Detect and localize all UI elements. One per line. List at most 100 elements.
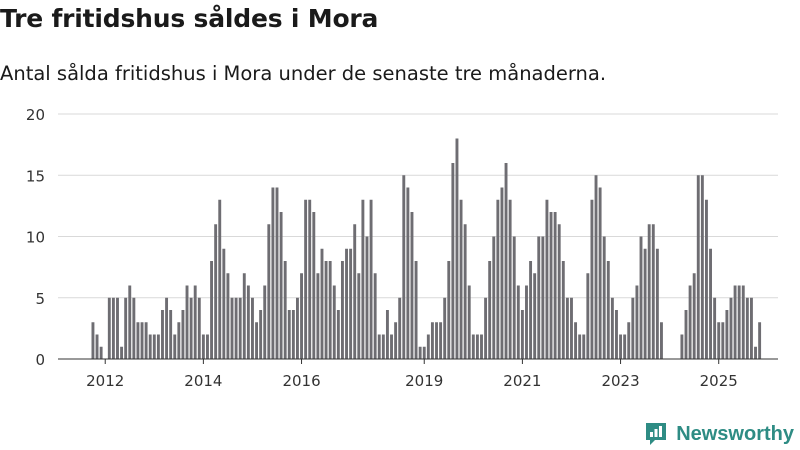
bar [651, 224, 655, 359]
bar [733, 285, 737, 359]
bar [541, 236, 545, 359]
bar [418, 346, 422, 359]
y-tick-label: 5 [35, 290, 45, 308]
x-tick-label: 2023 [601, 372, 639, 390]
bar [279, 212, 283, 359]
x-axis-ticks: 2012 2014 2016 2019 2021 2023 2025 [86, 359, 738, 390]
x-tick-label: 2012 [86, 372, 124, 390]
bar [234, 297, 238, 359]
bar [516, 285, 520, 359]
bar [443, 297, 447, 359]
bar [283, 261, 287, 359]
bar [107, 297, 111, 359]
bar [406, 187, 410, 359]
bar [124, 297, 128, 359]
bar [316, 273, 320, 359]
bar [557, 224, 561, 359]
bar [602, 236, 606, 359]
bar [480, 334, 483, 359]
x-tick-label: 2019 [405, 372, 443, 390]
chart-annotations: 3 [759, 96, 769, 100]
bar [439, 322, 443, 359]
bar [688, 285, 692, 359]
chart-gridlines [58, 113, 778, 299]
bar [345, 248, 348, 359]
brand-name: Newsworthy [676, 422, 794, 445]
bar [332, 285, 336, 359]
bar [152, 334, 156, 359]
bar [287, 310, 291, 359]
bar [95, 334, 99, 359]
bar [435, 322, 438, 359]
bar [582, 334, 586, 359]
bar [635, 285, 639, 359]
bar [385, 310, 389, 359]
bar [390, 334, 393, 359]
bar [381, 334, 385, 359]
bar [340, 261, 344, 359]
bar [545, 199, 549, 359]
x-tick-label: 2016 [282, 372, 320, 390]
bar [320, 248, 324, 359]
bar [349, 248, 353, 359]
bar [754, 346, 757, 359]
bar [467, 285, 471, 359]
bar [553, 212, 557, 359]
bar [680, 334, 684, 359]
bar [574, 322, 578, 359]
bar [165, 297, 169, 359]
bar [222, 248, 226, 359]
bar [161, 310, 164, 359]
bar [398, 297, 402, 359]
bar [492, 236, 496, 359]
bar [475, 334, 479, 359]
bar [660, 322, 663, 359]
bar [246, 285, 250, 359]
bar [377, 334, 381, 359]
x-tick-label: 2014 [184, 372, 222, 390]
bar [214, 224, 218, 359]
bar [259, 310, 263, 359]
y-tick-label: 20 [26, 106, 45, 124]
bar [529, 261, 533, 359]
bar [709, 248, 712, 359]
y-tick-label: 10 [26, 229, 45, 247]
newsworthy-logo-icon [646, 423, 667, 445]
bar [721, 322, 725, 359]
bar [655, 248, 659, 359]
bar [263, 285, 267, 359]
bar-chart: 0 5 10 15 20 2012 2014 2016 2019 2021 2023 2025 3 [26, 96, 778, 390]
bar [275, 187, 279, 359]
bar [447, 261, 451, 359]
bar [615, 310, 618, 359]
bar [508, 199, 512, 359]
bar [610, 297, 614, 359]
bar [255, 322, 258, 359]
bar [410, 212, 414, 359]
bar [173, 334, 177, 359]
bar [120, 346, 124, 359]
bar [242, 273, 246, 359]
bar [271, 187, 275, 359]
bar [291, 310, 295, 359]
bar [308, 199, 312, 359]
x-tick-label: 2025 [700, 372, 738, 390]
bar [590, 199, 594, 359]
bar [484, 297, 488, 359]
page-title: Tre fritidshus såldes i Mora [0, 4, 379, 33]
x-tick-label: 2021 [503, 372, 541, 390]
bar [684, 310, 688, 359]
bar [594, 175, 598, 359]
bar [451, 163, 455, 359]
bar [745, 297, 749, 359]
bar [414, 261, 418, 359]
bar [177, 322, 181, 359]
bar [218, 199, 222, 359]
bar [758, 322, 762, 359]
bar [627, 322, 631, 359]
bar [197, 297, 201, 359]
bar [230, 297, 234, 359]
bar [537, 236, 541, 359]
bar [606, 261, 610, 359]
bar [533, 273, 537, 359]
